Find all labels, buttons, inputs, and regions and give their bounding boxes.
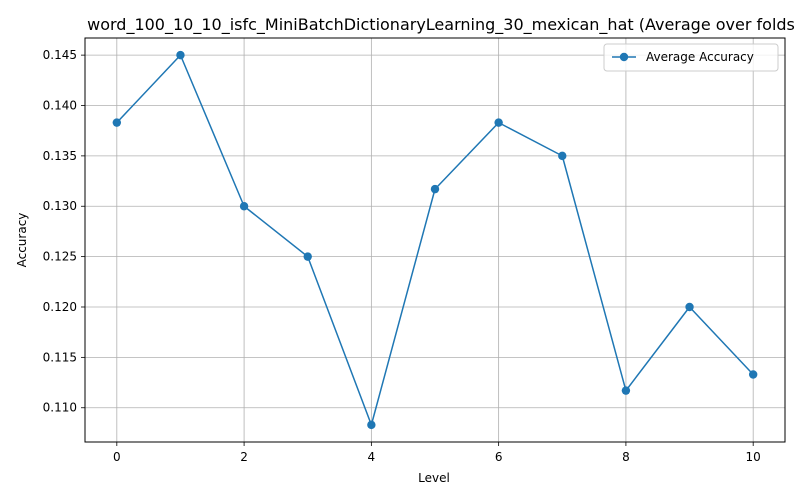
x-tick-label: 6 bbox=[495, 450, 503, 464]
y-tick-label: 0.110 bbox=[43, 401, 77, 415]
data-point bbox=[112, 118, 122, 127]
grid-lines bbox=[85, 38, 785, 442]
x-tick-label: 8 bbox=[622, 450, 630, 464]
data-point bbox=[748, 370, 758, 379]
data-point bbox=[494, 118, 503, 127]
y-tick-label: 0.135 bbox=[43, 149, 77, 163]
legend-marker-swatch bbox=[619, 52, 629, 62]
data-point bbox=[239, 202, 249, 211]
legend-label: Average Accuracy bbox=[646, 50, 754, 64]
x-tick-label: 0 bbox=[113, 450, 121, 464]
x-axis-ticks: 0 2 4 6 8 10 bbox=[113, 442, 761, 464]
data-point bbox=[367, 420, 376, 430]
data-point bbox=[176, 50, 185, 60]
data-point bbox=[430, 184, 440, 194]
x-axis-label: Level bbox=[418, 471, 450, 485]
y-tick-label: 0.145 bbox=[43, 48, 77, 62]
series-line bbox=[116, 54, 754, 426]
y-axis-label: Accuracy bbox=[15, 213, 29, 268]
plot-area-frame bbox=[84, 37, 786, 443]
y-tick-label: 0.120 bbox=[43, 300, 77, 314]
y-tick-label: 0.140 bbox=[43, 99, 77, 113]
series-layer bbox=[112, 50, 758, 430]
y-tick-label: 0.125 bbox=[43, 250, 77, 264]
data-point bbox=[303, 252, 312, 261]
y-tick-label: 0.115 bbox=[43, 350, 77, 364]
y-tick-label: 0.130 bbox=[43, 199, 77, 213]
legend: Average Accuracy bbox=[603, 43, 779, 72]
data-point bbox=[621, 386, 631, 395]
data-point bbox=[558, 151, 567, 161]
data-point bbox=[685, 302, 694, 312]
legend-box bbox=[603, 43, 779, 72]
x-tick-label: 2 bbox=[240, 450, 248, 464]
x-tick-label: 10 bbox=[746, 450, 761, 464]
chart-title: word_100_10_10_isfc_MiniBatchDictionaryL… bbox=[87, 15, 795, 35]
y-axis-ticks: 0.110 0.115 0.120 0.125 0.130 0.135 0.140 0.145 bbox=[43, 48, 85, 415]
x-tick-label: 4 bbox=[368, 450, 376, 464]
